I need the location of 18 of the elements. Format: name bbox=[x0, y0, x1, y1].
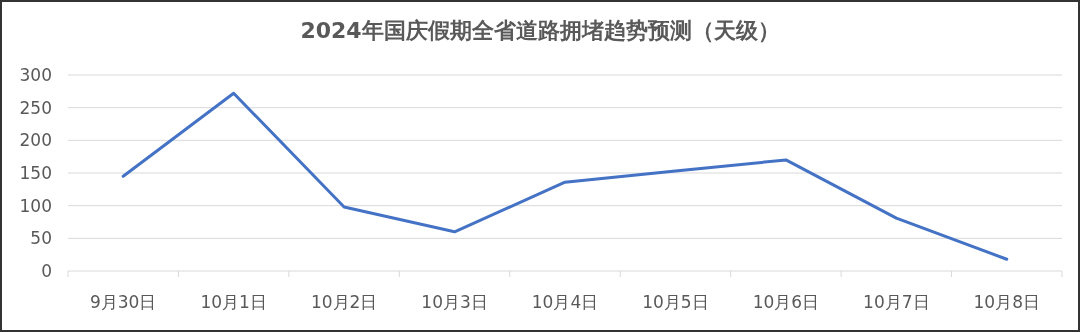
x-tick-label: 10月4日 bbox=[531, 292, 599, 312]
x-tick-label: 10月8日 bbox=[973, 292, 1040, 312]
line-series bbox=[121, 91, 1009, 261]
y-tick-label: 50 bbox=[30, 228, 52, 249]
y-tick-label: 250 bbox=[19, 97, 52, 118]
y-tick-label: 100 bbox=[19, 195, 52, 216]
y-tick-label: 200 bbox=[19, 130, 52, 151]
chart-title: 2024年国庆假期全省道路拥堵趋势预测（天级） bbox=[300, 18, 780, 43]
x-tick-label: 10月2日 bbox=[310, 292, 378, 312]
x-tick-label: 10月7日 bbox=[863, 292, 930, 312]
y-tick-label: 300 bbox=[19, 65, 52, 85]
y-tick-label: 150 bbox=[19, 163, 52, 183]
x-tick-label: 10月3日 bbox=[421, 292, 488, 312]
x-tick-label: 10月6日 bbox=[752, 292, 820, 312]
y-tick-label: 0 bbox=[41, 261, 52, 281]
x-tick-label: 10月1日 bbox=[200, 292, 267, 312]
x-tick-label: 9月30日 bbox=[90, 292, 157, 312]
x-tick-label: 10月5日 bbox=[642, 292, 709, 312]
